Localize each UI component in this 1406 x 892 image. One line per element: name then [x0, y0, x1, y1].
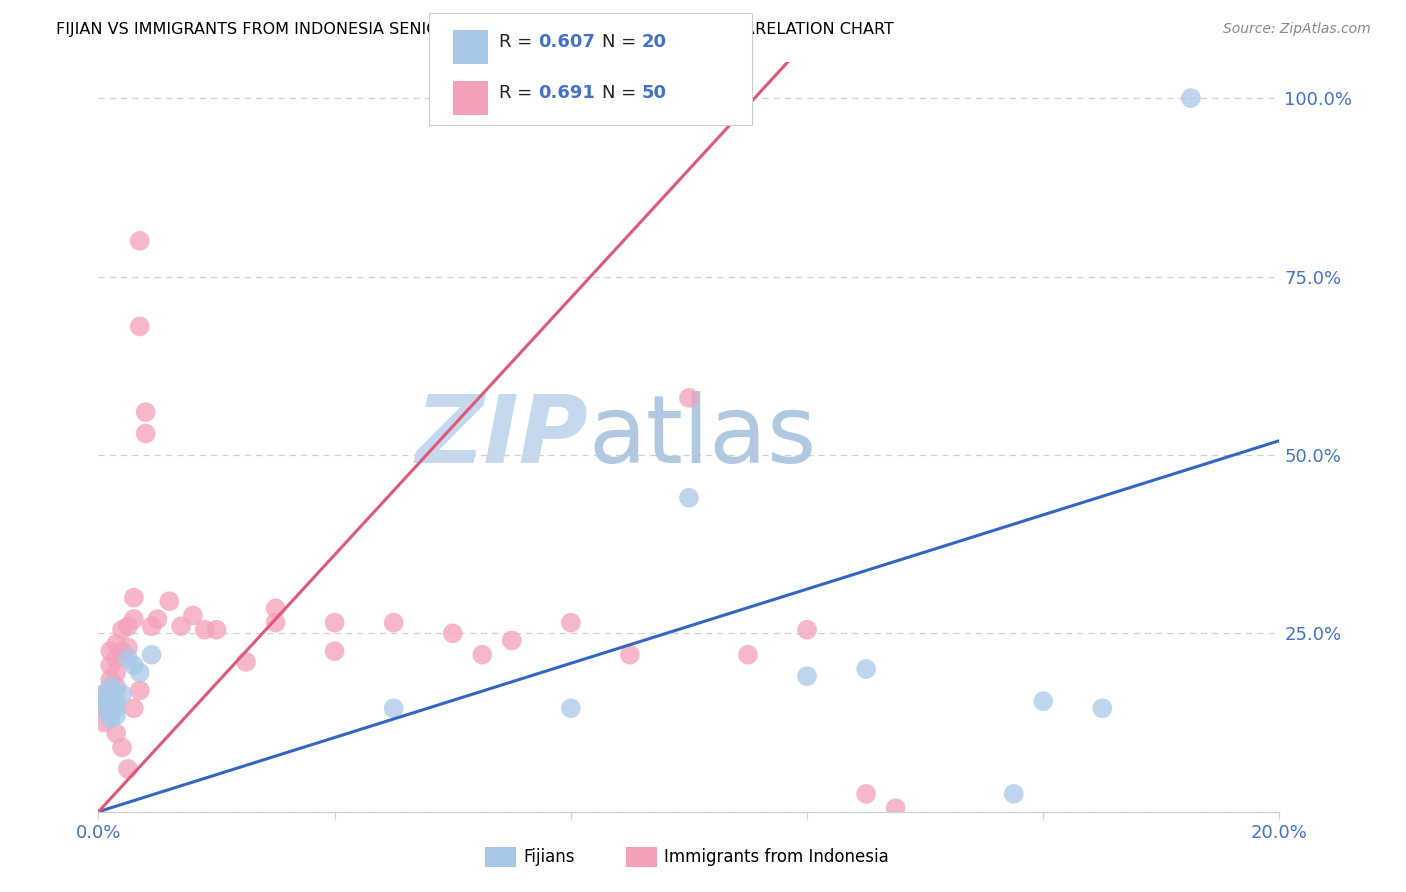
Point: [1002, 787, 1025, 801]
Point: [117, 640, 139, 655]
Point: [235, 655, 257, 669]
Point: [264, 601, 287, 615]
Point: [111, 740, 134, 755]
Point: [264, 615, 287, 630]
Point: [105, 701, 128, 715]
Text: Immigrants from Indonesia: Immigrants from Indonesia: [664, 848, 889, 866]
Point: [122, 658, 145, 673]
Point: [98, 644, 121, 658]
Point: [205, 623, 228, 637]
Point: [170, 619, 193, 633]
Point: [141, 619, 163, 633]
Point: [441, 626, 464, 640]
Point: [135, 405, 157, 419]
Point: [135, 426, 157, 441]
Point: [181, 608, 204, 623]
Text: ZIP: ZIP: [416, 391, 589, 483]
Text: Fijians: Fijians: [523, 848, 575, 866]
Point: [1032, 694, 1054, 708]
Point: [98, 690, 121, 705]
Point: [117, 762, 139, 776]
Point: [855, 662, 877, 676]
Text: N =: N =: [602, 33, 641, 51]
Text: FIJIAN VS IMMIGRANTS FROM INDONESIA SENIORS POVERTY OVER THE AGE OF 75 CORRELATI: FIJIAN VS IMMIGRANTS FROM INDONESIA SENI…: [56, 22, 894, 37]
Point: [471, 648, 494, 662]
Text: 50: 50: [641, 85, 666, 103]
Point: [105, 665, 128, 680]
Point: [117, 619, 139, 633]
Point: [105, 683, 128, 698]
Point: [105, 694, 128, 708]
Point: [1091, 701, 1114, 715]
Point: [98, 673, 121, 687]
Point: [105, 726, 128, 740]
Point: [105, 680, 128, 694]
Point: [737, 648, 759, 662]
Point: [122, 701, 145, 715]
Point: [98, 690, 121, 705]
Point: [128, 683, 150, 698]
Point: [93, 687, 115, 701]
Point: [141, 648, 163, 662]
Text: atlas: atlas: [589, 391, 817, 483]
Point: [382, 701, 405, 715]
Point: [98, 712, 121, 726]
Point: [128, 319, 150, 334]
Point: [105, 637, 128, 651]
Point: [884, 801, 907, 815]
Point: [678, 391, 700, 405]
Point: [382, 615, 405, 630]
Point: [128, 665, 150, 680]
Point: [117, 651, 139, 665]
Text: 20: 20: [641, 33, 666, 51]
Point: [323, 644, 346, 658]
Point: [1180, 91, 1202, 105]
Point: [157, 594, 180, 608]
Point: [619, 648, 641, 662]
Point: [98, 701, 121, 715]
Point: [796, 669, 818, 683]
Text: 0.691: 0.691: [538, 85, 595, 103]
Point: [98, 658, 121, 673]
Point: [98, 680, 121, 694]
Point: [323, 615, 346, 630]
Point: [93, 687, 115, 701]
Point: [93, 701, 115, 715]
Point: [111, 687, 134, 701]
Point: [111, 644, 134, 658]
Point: [560, 615, 582, 630]
Text: 0.607: 0.607: [538, 33, 595, 51]
Point: [93, 701, 115, 715]
Text: R =: R =: [499, 85, 538, 103]
Point: [146, 612, 169, 626]
Point: [122, 591, 145, 605]
Point: [98, 705, 121, 719]
Point: [93, 715, 115, 730]
Point: [194, 623, 217, 637]
Point: [98, 698, 121, 712]
Point: [122, 612, 145, 626]
Point: [855, 787, 877, 801]
Text: Source: ZipAtlas.com: Source: ZipAtlas.com: [1223, 22, 1371, 37]
Point: [796, 623, 818, 637]
Point: [105, 708, 128, 723]
Point: [501, 633, 523, 648]
Point: [128, 234, 150, 248]
Point: [678, 491, 700, 505]
Point: [93, 694, 115, 708]
Text: N =: N =: [602, 85, 641, 103]
Point: [105, 651, 128, 665]
Point: [560, 701, 582, 715]
Text: R =: R =: [499, 33, 538, 51]
Point: [111, 623, 134, 637]
